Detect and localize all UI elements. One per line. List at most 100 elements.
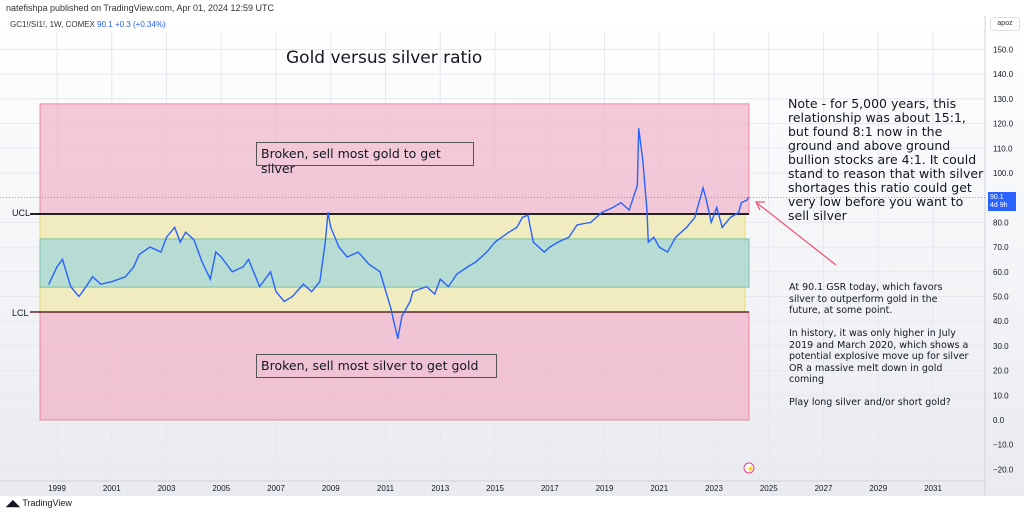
auto-scale-button[interactable]: apoz [990, 17, 1020, 31]
data-point [653, 236, 655, 238]
y-tick-label: 50.0 [993, 293, 1009, 302]
data-point [409, 300, 411, 303]
x-tick-label: 2029 [869, 484, 887, 493]
data-point [456, 273, 458, 275]
brand-text: TradingView [22, 498, 72, 508]
data-point [258, 286, 261, 288]
y-tick-label: 60.0 [993, 268, 1009, 277]
data-point [658, 246, 660, 248]
x-tick-label: 2009 [322, 484, 340, 493]
data-point [401, 315, 403, 317]
data-point [549, 246, 551, 248]
data-point [330, 226, 332, 228]
change: +0.3 (+0.34%) [114, 20, 166, 29]
data-point [185, 231, 187, 233]
y-tick-label: 120.0 [993, 120, 1014, 129]
data-point [111, 281, 113, 283]
last-price: 90.1 [990, 194, 1004, 201]
data-point [576, 224, 578, 226]
x-tick-label: 2023 [705, 484, 723, 493]
x-tick-label: 2021 [650, 484, 668, 493]
data-point [521, 216, 523, 219]
data-point [612, 206, 614, 209]
data-point [747, 196, 749, 199]
data-point [283, 300, 285, 303]
data-point [412, 290, 414, 293]
data-point [516, 226, 518, 228]
x-tick-label: 2003 [158, 484, 176, 493]
data-point [248, 258, 250, 261]
data-point [527, 214, 529, 216]
data-point [327, 211, 329, 214]
data-point [124, 276, 127, 278]
ucl-label: UCL [12, 208, 31, 218]
price: 90.1 [97, 20, 113, 29]
data-point [447, 286, 450, 288]
data-point [346, 256, 348, 258]
y-tick-label: 80.0 [993, 218, 1009, 227]
data-point [702, 187, 704, 189]
data-point [710, 221, 712, 223]
y-tick-label: 70.0 [993, 243, 1009, 252]
data-point [694, 216, 696, 219]
upper-zone [39, 103, 750, 215]
y-tick-label: 10.0 [993, 391, 1009, 400]
data-point [393, 320, 395, 322]
logo-mark-icon: ◢◣ [6, 498, 23, 508]
data-point [532, 241, 534, 243]
data-point [666, 251, 669, 253]
data-point [160, 251, 162, 253]
x-tick-label: 2001 [103, 484, 121, 493]
data-point [138, 253, 140, 256]
y-tick-label: −20.0 [993, 465, 1014, 474]
lightning-event-icon [743, 462, 755, 474]
y-tick-label: 0.0 [993, 416, 1005, 425]
data-point [379, 271, 381, 273]
data-point [467, 266, 469, 268]
y-tick-label: 110.0 [993, 144, 1013, 153]
inner-band [39, 238, 750, 288]
lightning-glyph: ⚡ [746, 464, 755, 473]
data-point [675, 236, 677, 238]
data-point [628, 209, 630, 211]
data-point [56, 266, 58, 268]
data-point [494, 241, 496, 243]
chart-title: Gold versus silver ratio [286, 48, 483, 68]
data-point [179, 241, 181, 243]
data-point [590, 221, 592, 223]
data-point [100, 283, 102, 285]
x-tick-label: 2013 [431, 484, 449, 493]
lower-zone-label: Broken, sell most silver to get gold [256, 354, 497, 378]
note-today: At 90.1 GSR today, which favors silver t… [789, 282, 969, 408]
data-point [557, 241, 559, 243]
last-price-tag: 90.1 4d 9h [988, 192, 1016, 211]
symbol: GC1!/SI1!, 1W, COMEX [10, 20, 95, 29]
data-point [647, 241, 649, 243]
y-tick-label: 130.0 [993, 95, 1014, 104]
x-tick-label: 1999 [48, 484, 66, 493]
data-point [338, 246, 340, 248]
symbol-legend: GC1!/SI1!, 1W, COMEX 90.1 +0.3 (+0.34%) [10, 20, 166, 29]
data-point [716, 206, 718, 209]
data-point [48, 283, 50, 285]
data-point [390, 308, 392, 310]
x-tick-label: 2019 [596, 484, 614, 493]
data-point [319, 281, 321, 283]
y-tick-label: 20.0 [993, 367, 1009, 376]
data-point [721, 226, 723, 228]
data-point [475, 261, 477, 263]
data-point [133, 266, 135, 268]
data-point [209, 278, 211, 280]
y-tick-label: 40.0 [993, 317, 1009, 326]
data-point [601, 211, 603, 214]
published-by: natefishpa published on TradingView.com,… [6, 3, 275, 13]
tradingview-logo[interactable]: ◢◣ TradingView [6, 498, 72, 509]
data-point [568, 236, 570, 238]
data-point [434, 293, 436, 295]
x-tick-label: 2015 [486, 484, 504, 493]
data-point [193, 239, 195, 241]
arrow-head-icon [755, 201, 765, 211]
data-point [746, 199, 748, 201]
arrow-line [756, 202, 837, 266]
y-tick-label: 150.0 [993, 46, 1014, 55]
